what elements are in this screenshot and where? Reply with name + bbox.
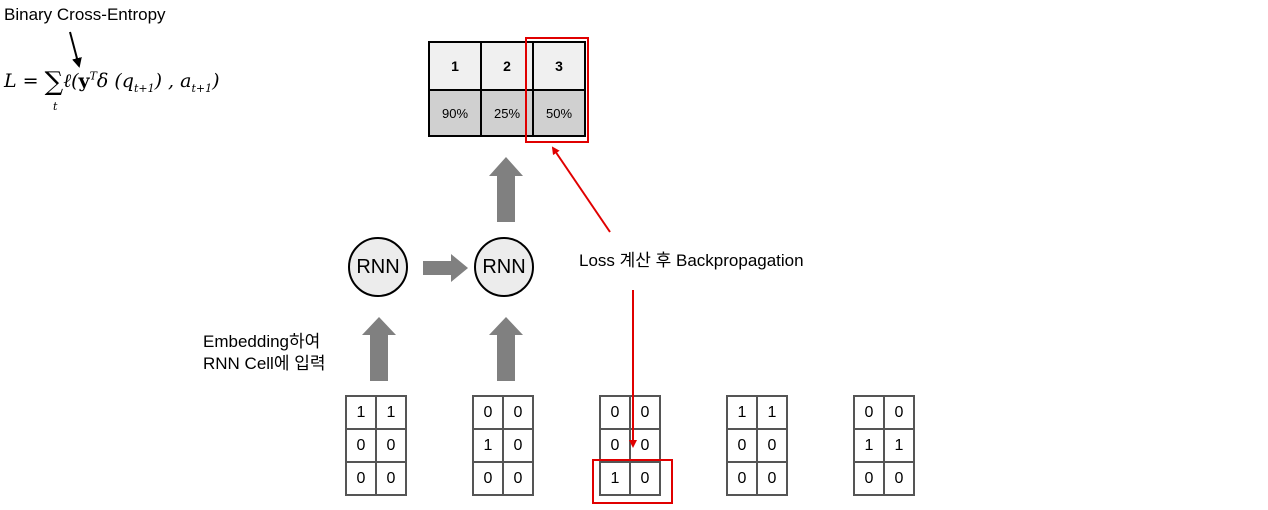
grid-cell: 0 <box>853 461 885 496</box>
grid-cell: 0 <box>756 461 788 496</box>
grid-cell: 1 <box>883 428 915 463</box>
rnn-node-2: RNN <box>474 237 534 297</box>
grid-cell: 0 <box>345 428 377 463</box>
up-arrow-input-1 <box>362 317 396 381</box>
grid-cell: 1 <box>599 461 631 496</box>
grid-cell: 0 <box>629 461 661 496</box>
grid-cell: 0 <box>472 461 504 496</box>
target-highlight-box <box>592 459 673 504</box>
up-arrow-output <box>489 157 523 222</box>
up-arrow-input-2 <box>489 317 523 381</box>
output-header-cell: 1 <box>428 41 482 91</box>
output-probability-cell: 50% <box>532 89 586 137</box>
grid-cell: 0 <box>883 395 915 430</box>
loss-function-label: Binary Cross-Entropy <box>4 5 166 24</box>
backprop-arrow-up <box>551 146 611 233</box>
grid-cell: 0 <box>599 395 631 430</box>
embedding-annotation: Embedding하여 RNN Cell에 입력 <box>203 332 326 373</box>
grid-cell: 0 <box>853 395 885 430</box>
grid-cell: 0 <box>375 461 407 496</box>
grid-cell: 1 <box>375 395 407 430</box>
grid-cell: 0 <box>629 395 661 430</box>
grid-cell: 0 <box>375 428 407 463</box>
grid-cell: 0 <box>345 461 377 496</box>
grid-cell: 0 <box>599 428 631 463</box>
grid-cell: 0 <box>883 461 915 496</box>
backprop-annotation: Loss 계산 후 Backpropagation <box>579 251 804 270</box>
grid-cell: 0 <box>502 428 534 463</box>
output-header-cell: 3 <box>532 41 586 91</box>
grid-cell: 0 <box>472 395 504 430</box>
grid-cell: 0 <box>726 428 758 463</box>
output-probability-cell: 90% <box>428 89 482 137</box>
grid-cell: 1 <box>726 395 758 430</box>
grid-cell: 1 <box>756 395 788 430</box>
grid-cell: 0 <box>502 395 534 430</box>
grid-cell: 0 <box>756 428 788 463</box>
grid-cell: 1 <box>472 428 504 463</box>
grid-cell: 0 <box>726 461 758 496</box>
loss-formula: L = ∑ℓ(yTδ (qt+1) , at+1) <box>4 67 220 97</box>
grid-cell: 1 <box>345 395 377 430</box>
output-highlight-box <box>525 37 589 143</box>
sum-index: t <box>53 100 58 113</box>
rnn-node-1: RNN <box>348 237 408 297</box>
loss-pointer-arrow <box>69 31 82 68</box>
right-arrow-rnn <box>423 254 468 282</box>
grid-cell: 1 <box>853 428 885 463</box>
grid-cell: 0 <box>502 461 534 496</box>
